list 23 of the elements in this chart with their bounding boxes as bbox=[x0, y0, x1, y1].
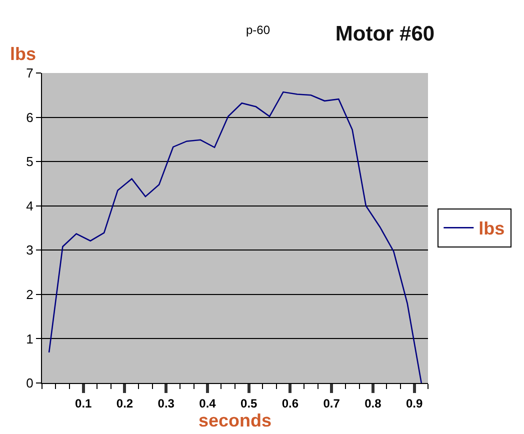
x-tick-label: 0.7 bbox=[323, 396, 340, 410]
x-tick-label: 0.6 bbox=[282, 396, 299, 410]
y-tick-label: 3 bbox=[26, 242, 34, 258]
y-tick-label: 0 bbox=[26, 376, 34, 391]
y-tick-label: 2 bbox=[26, 286, 34, 302]
y-tick-label: 4 bbox=[26, 198, 34, 214]
y-tick-label: 5 bbox=[26, 154, 34, 170]
chart-title: Motor #60 bbox=[335, 22, 435, 46]
y-tick-label: 1 bbox=[26, 331, 34, 346]
line-series bbox=[48, 91, 422, 383]
legend-label: lbs bbox=[478, 218, 505, 239]
x-tick-label: 0.3 bbox=[158, 396, 175, 410]
x-tick-label: 0.9 bbox=[406, 396, 424, 410]
chart-subtitle: p-60 bbox=[246, 23, 270, 37]
y-tick-label: 6 bbox=[26, 110, 34, 125]
x-tick-label: 0.2 bbox=[116, 396, 134, 410]
x-tick-label: 0.5 bbox=[240, 396, 258, 410]
y-tick-label: 7 bbox=[26, 66, 34, 81]
x-tick-label: 0.1 bbox=[75, 396, 92, 410]
x-tick-label: 0.8 bbox=[364, 396, 382, 410]
y-axis-title: lbs bbox=[10, 44, 36, 64]
x-axis-title: seconds bbox=[198, 410, 272, 430]
x-tick-label: 0.4 bbox=[199, 396, 216, 410]
